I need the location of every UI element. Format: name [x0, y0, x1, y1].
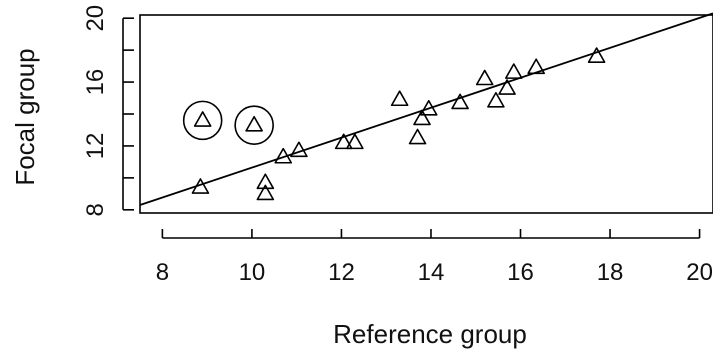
y-axis-tick-label: 8	[82, 203, 109, 216]
data-point	[274, 147, 293, 164]
data-point	[408, 128, 427, 145]
highlight-circle	[182, 100, 223, 141]
x-axis-tick-label: 12	[328, 259, 355, 286]
y-axis-label: Focal group	[10, 48, 40, 185]
data-point	[290, 141, 308, 158]
highlight-circle	[234, 105, 274, 145]
plot-frame	[139, 14, 713, 214]
data-point	[419, 99, 438, 116]
data-point	[527, 58, 545, 75]
points-layer	[182, 47, 606, 201]
x-axis-tick-label: 16	[507, 259, 534, 286]
data-point	[390, 90, 409, 107]
data-point	[451, 93, 469, 110]
data-point	[475, 69, 494, 86]
y-axis-tick-label: 20	[82, 5, 109, 32]
x-axis-tick-label: 20	[686, 259, 713, 286]
data-point	[193, 111, 212, 127]
plot-layer	[139, 12, 713, 214]
y-axis-tick-label: 12	[82, 133, 109, 160]
data-point	[334, 133, 353, 150]
x-axis-tick-label: 14	[418, 259, 445, 286]
data-point	[413, 109, 431, 126]
data-point	[256, 184, 275, 201]
data-point	[256, 173, 275, 190]
x-axis-label: Reference group	[333, 319, 527, 349]
y-axis-tick-label: 16	[82, 69, 109, 96]
x-axis-tick-label: 18	[597, 259, 624, 286]
x-axis-tick-label: 8	[156, 259, 169, 286]
axis-layer: 8 10 12 14 16 18 20 8 12 16 20	[82, 5, 713, 286]
data-point	[191, 178, 210, 194]
x-axis-tick-label: 10	[239, 259, 266, 286]
data-point	[346, 133, 364, 150]
data-point	[587, 47, 606, 63]
data-point	[504, 63, 523, 79]
data-point	[245, 115, 263, 132]
labels-layer: Reference group Focal group	[10, 48, 527, 349]
data-point	[498, 79, 516, 95]
reference-line	[139, 12, 713, 206]
data-point	[487, 91, 505, 108]
